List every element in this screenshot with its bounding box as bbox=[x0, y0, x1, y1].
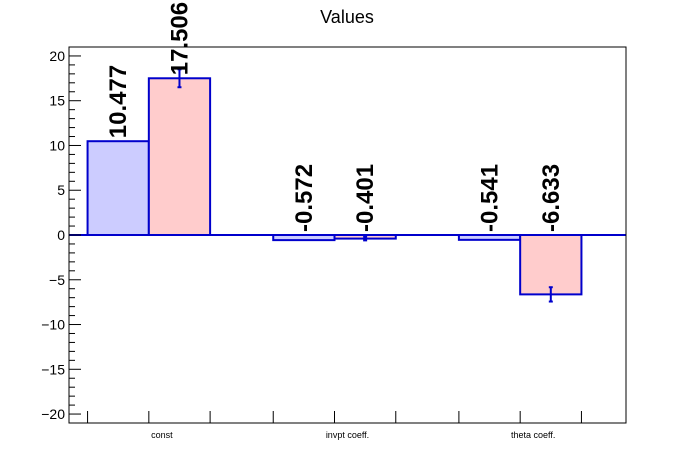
x-category-label-2: theta coeff. bbox=[511, 430, 555, 440]
bar-0-0 bbox=[86, 140, 150, 236]
data-label-0-0: 10.477 bbox=[105, 65, 132, 138]
bar-2-1 bbox=[519, 234, 583, 296]
chart-title: Values bbox=[320, 7, 374, 27]
y-tick-label: 0 bbox=[57, 227, 65, 243]
axis-layer: 20 15 10 5 0 −5 −10 −15 −20 const invpt coeff. thet… bbox=[41, 46, 626, 440]
data-label-1-0: -0.572 bbox=[291, 164, 318, 232]
plot-frame bbox=[68, 46, 627, 424]
data-labels-layer: 10.477 -0.572 -0.541 17.506 -0.401 -6.633 bbox=[105, 2, 565, 232]
y-tick-label: 5 bbox=[57, 182, 65, 198]
x-category-label-1: invpt coeff. bbox=[326, 430, 369, 440]
data-label-1-1: -0.401 bbox=[352, 164, 379, 232]
y-tick-label: 15 bbox=[49, 93, 65, 109]
y-tick-label: −10 bbox=[41, 317, 65, 333]
y-tick-label: −5 bbox=[49, 272, 65, 288]
bars-layer bbox=[86, 68, 583, 303]
bar-0-1 bbox=[147, 77, 212, 236]
y-tick-label: 10 bbox=[49, 137, 65, 153]
y-tick-label: −15 bbox=[41, 361, 65, 377]
x-category-label-0: const bbox=[151, 430, 173, 440]
data-label-0-1: 17.506 bbox=[166, 2, 193, 75]
data-label-2-1: -6.633 bbox=[538, 164, 565, 232]
data-label-2-0: -0.541 bbox=[477, 164, 504, 232]
y-tick-label: 20 bbox=[49, 48, 65, 64]
y-tick-label: −20 bbox=[41, 406, 65, 422]
